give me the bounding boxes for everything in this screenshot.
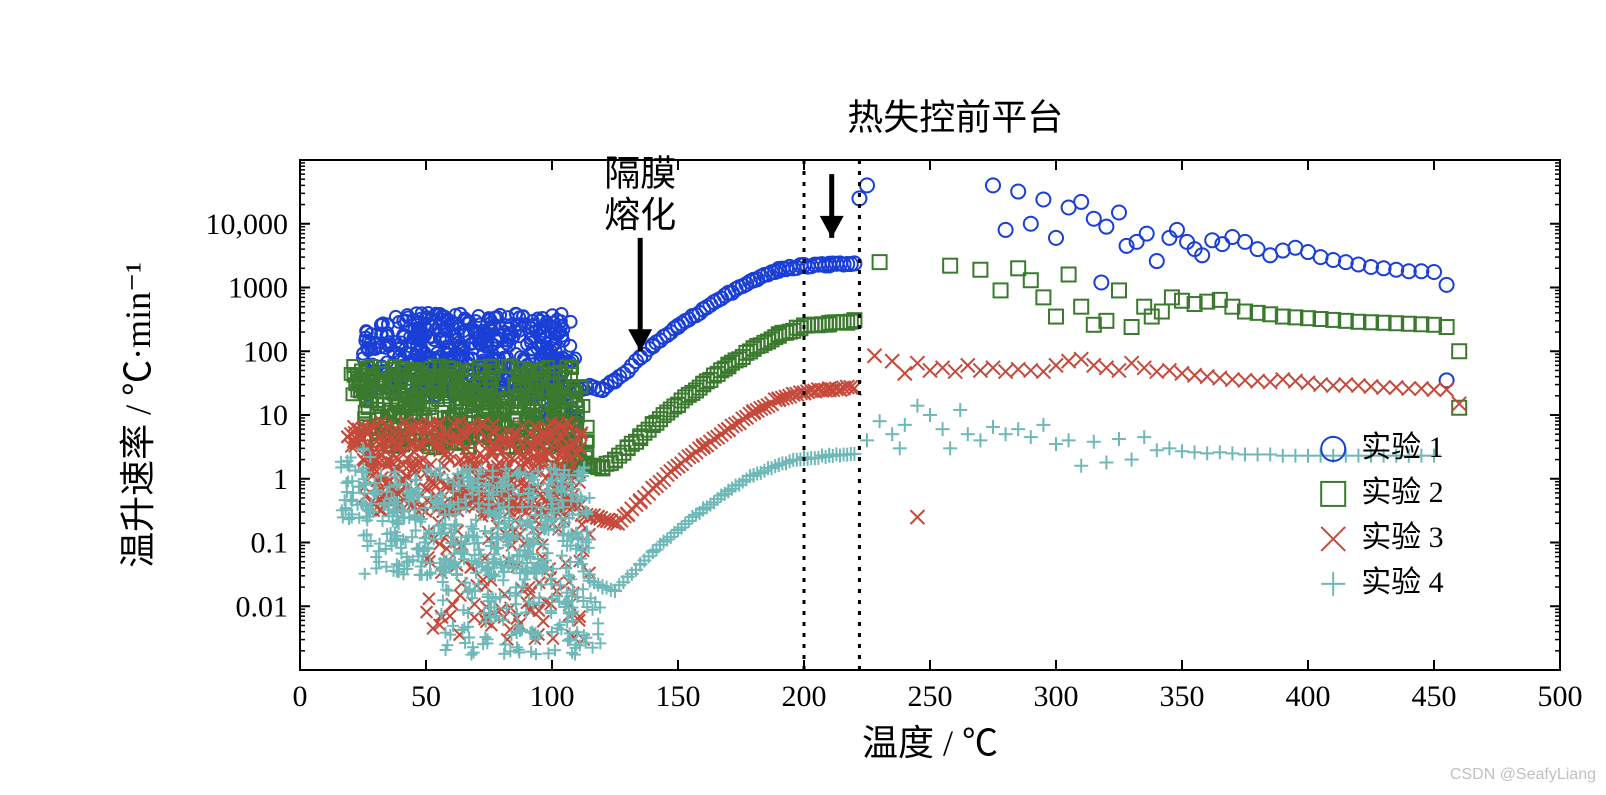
- x-tick-label: 0: [293, 680, 308, 713]
- x-tick-label: 300: [1034, 680, 1079, 713]
- legend-label: 实验 2: [1361, 476, 1444, 509]
- annotation-text: 隔膜: [604, 153, 676, 193]
- x-tick-label: 400: [1286, 680, 1331, 713]
- y-tick-label: 10,000: [206, 208, 289, 241]
- y-tick-label: 1: [273, 463, 288, 496]
- legend-label: 实验 1: [1361, 431, 1444, 464]
- x-axis-label: 温度 / ℃: [862, 723, 998, 763]
- watermark: CSDN @SeafyLiang: [1450, 766, 1596, 784]
- legend-item: 实验 2: [1321, 476, 1444, 509]
- chart-svg: 0 50 100 150 200 250 300 350 400 450 500 0.01 0.1 1 10…: [0, 0, 1606, 790]
- x-tick-label: 150: [656, 680, 701, 713]
- annotation-text: 热失控前平台: [847, 98, 1063, 138]
- y-axis-label: 温升速率 / ℃·min⁻¹: [118, 262, 158, 568]
- legend-item: 实验 4: [1321, 566, 1444, 599]
- x-tick-label: 500: [1538, 680, 1583, 713]
- x-tick-label: 350: [1160, 680, 1205, 713]
- x-tick-label: 250: [908, 680, 953, 713]
- annotation-arrow: [628, 238, 652, 351]
- annotation-text: 熔化: [604, 195, 676, 235]
- y-tick-label: 0.1: [251, 527, 289, 560]
- x-tick-label: 200: [782, 680, 827, 713]
- x-tick-label: 450: [1412, 680, 1457, 713]
- x-tick-label: 50: [411, 680, 441, 713]
- y-tick-label: 10: [258, 399, 288, 432]
- legend-item: 实验 1: [1321, 431, 1444, 464]
- annotation-arrow: [820, 174, 844, 238]
- legend-item: 实验 3: [1321, 521, 1444, 554]
- legend-label: 实验 4: [1361, 566, 1444, 599]
- y-tick-label: 0.01: [236, 590, 289, 623]
- y-tick-label: 100: [243, 335, 288, 368]
- y-tick-label: 1000: [228, 272, 288, 305]
- x-tick-label: 100: [530, 680, 575, 713]
- chart-container: 0 50 100 150 200 250 300 350 400 450 500 0.01 0.1 1 10…: [0, 0, 1606, 790]
- legend-label: 实验 3: [1361, 521, 1444, 554]
